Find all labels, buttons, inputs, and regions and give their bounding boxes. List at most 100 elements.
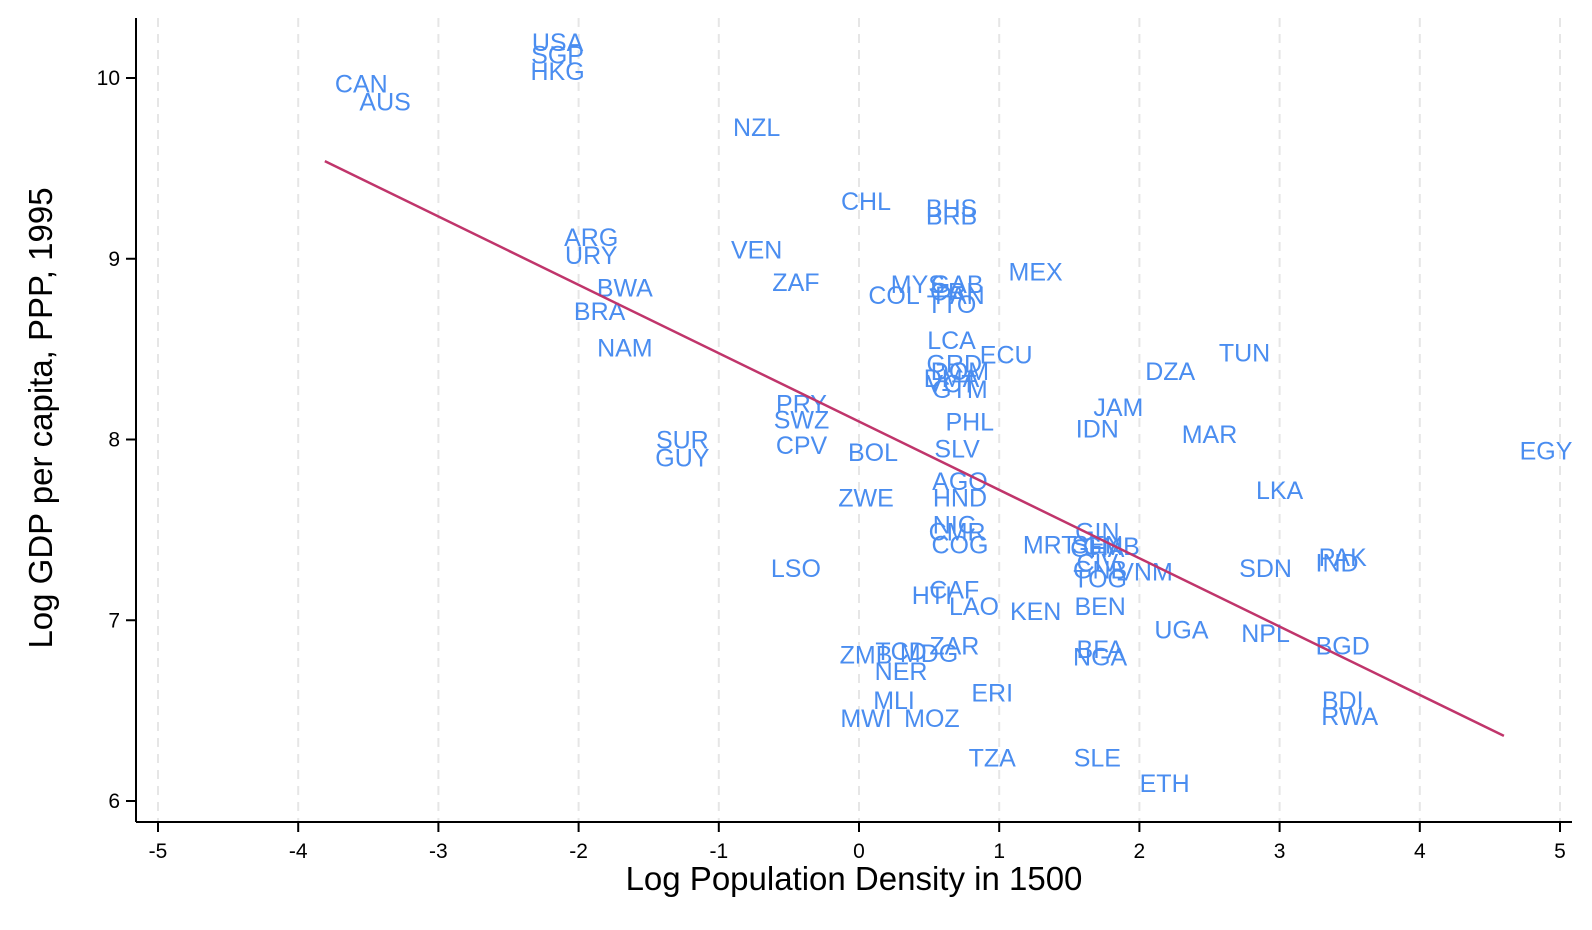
point-label: DZA [1145,358,1195,386]
point-label: BDI [1322,687,1364,715]
x-axis-ticks: -5 -4 -3 -2 -1 0 1 2 3 4 5 [149,822,1566,863]
y-axis-title: Log GDP per capita, PPP, 1995 [22,187,59,648]
point-label: TZA [969,745,1017,773]
point-label: NGA [1073,643,1128,671]
point-label: HTI [912,582,952,610]
point-label: NIC [933,511,976,539]
point-label: CPV [776,432,828,460]
point-label: SDN [1239,555,1292,583]
point-label: PHL [945,408,994,436]
y-tick-label: 9 [108,248,120,271]
point-label: GRD [927,351,983,379]
point-label: IDN [1076,416,1119,444]
x-tick-label: 1 [993,840,1005,863]
point-label: GTM [932,376,988,404]
x-tick-label: -4 [289,840,308,863]
point-label: SGP [531,42,584,70]
point-label: IND [1316,549,1359,577]
x-axis-title: Log Population Density in 1500 [626,860,1083,897]
point-label: VNM [1117,558,1173,586]
point-label: COL [868,282,920,310]
point-label: MAR [1182,421,1238,449]
point-label: KEN [1010,598,1061,626]
point-label: GAB [931,271,984,299]
point-label: TOG [1073,566,1127,594]
x-tick-label: -3 [429,840,448,863]
x-tick-label: 4 [1414,840,1426,863]
point-label: ECU [980,342,1033,370]
point-label: TTO [927,291,977,319]
point-label: MLI [873,687,915,715]
point-label: ETH [1140,770,1190,798]
point-label: NZL [733,114,780,142]
point-label: VEN [731,237,782,265]
point-label: GMB [1083,533,1140,561]
point-label: BGD [1316,633,1370,661]
point-label: CRI [930,278,973,306]
point-label: JAM [1093,394,1143,422]
y-tick-label: 8 [108,429,120,452]
point-label: BRA [574,298,626,326]
point-label: ARG [564,224,618,252]
point-label: AGO [932,468,988,496]
point-label: GUY [655,445,710,473]
point-label: MOZ [904,705,960,733]
y-tick-label: 10 [97,67,120,90]
point-label: NAM [597,334,653,362]
point-label: ZWE [838,484,894,512]
point-label: DMA [924,365,980,393]
point-label: CIV [1076,549,1118,577]
point-label: EGY [1520,437,1573,465]
x-tick-label: -1 [709,840,728,863]
point-label: CMR [929,519,986,547]
point-label: SLV [934,436,980,464]
point-label: MRT [1023,531,1077,559]
point-label: ERI [971,680,1013,708]
point-label: HND [933,484,987,512]
point-label: DOM [931,358,989,386]
point-label: VCT [927,370,977,398]
point-label: BHS [926,195,977,223]
point-label: PAN [935,282,985,310]
point-label: SLE [1074,745,1121,773]
x-tick-label: 0 [853,840,865,863]
point-label: ZAR [929,633,979,661]
point-label: BEN [1074,593,1125,621]
point-label: MWI [840,705,891,733]
point-label: BFA [1077,636,1125,664]
point-label: SWZ [774,407,830,435]
point-label: RWA [1321,703,1378,731]
x-tick-label: 2 [1134,840,1146,863]
point-label: MDG [900,640,958,668]
x-tick-label: 3 [1274,840,1286,863]
point-label: TUN [1219,340,1270,368]
point-label: AUS [359,88,410,116]
point-label: PAK [1319,544,1367,572]
point-label: HKG [530,58,584,86]
point-label: CAF [929,577,979,605]
y-axis-ticks: 6 7 8 9 10 [97,67,136,813]
point-label: CAN [335,70,388,98]
point-label: MYS [891,271,945,299]
x-tick-label: 5 [1554,840,1566,863]
x-tick-label: -5 [149,840,168,863]
point-label: NPL [1241,620,1290,648]
point-label: USA [532,29,584,57]
point-label: CHL [841,188,891,216]
point-label: ZMB [840,642,893,670]
point-label: MEX [1009,258,1064,286]
y-tick-label: 6 [108,790,120,813]
point-label: GIN [1075,519,1119,547]
x-tick-label: -2 [569,840,588,863]
point-label: LAO [949,593,999,621]
y-tick-label: 7 [108,609,120,632]
point-label: COG [931,531,988,559]
point-label: UGA [1154,616,1209,644]
fit-line [324,160,1505,738]
point-label: PRY [776,390,827,418]
point-label: BOL [848,439,898,467]
point-label: LSO [771,555,821,583]
point-label: LKA [1256,477,1304,505]
